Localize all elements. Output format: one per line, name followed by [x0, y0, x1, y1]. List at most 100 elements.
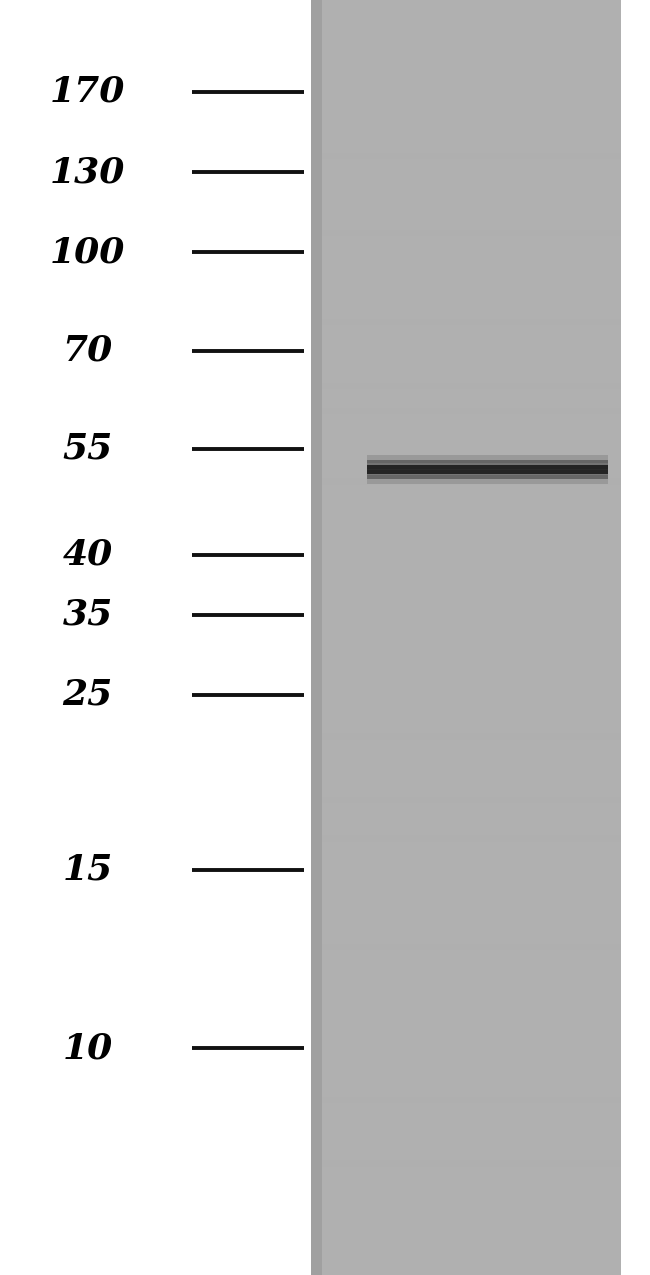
Bar — [311, 644, 621, 650]
Bar — [311, 752, 621, 759]
Bar — [311, 1237, 621, 1243]
Bar — [311, 937, 621, 944]
Bar — [311, 204, 621, 210]
Bar — [311, 669, 621, 676]
Bar — [311, 548, 621, 555]
Bar — [311, 427, 621, 434]
Bar — [311, 287, 621, 293]
Bar — [311, 351, 621, 357]
Bar — [311, 1065, 621, 1071]
Bar — [311, 784, 621, 790]
Bar — [311, 13, 621, 19]
Bar — [311, 306, 621, 312]
Bar — [311, 446, 621, 453]
Bar — [311, 778, 621, 784]
Bar — [311, 6, 621, 13]
Bar — [311, 198, 621, 204]
Bar — [311, 274, 621, 280]
Bar — [311, 529, 621, 536]
Bar — [311, 1243, 621, 1250]
Bar — [311, 408, 621, 414]
Bar — [311, 1007, 621, 1014]
Bar — [311, 1039, 621, 1046]
Bar — [311, 1167, 621, 1173]
Bar — [311, 1198, 621, 1205]
Bar — [311, 618, 621, 625]
Bar — [311, 848, 621, 854]
Bar — [311, 280, 621, 287]
Bar — [311, 140, 621, 147]
Bar — [311, 83, 621, 89]
Bar — [311, 1148, 621, 1154]
Bar — [311, 344, 621, 351]
Bar — [311, 166, 621, 172]
Bar — [311, 242, 621, 249]
Bar — [311, 918, 621, 924]
Bar — [311, 1077, 621, 1084]
Bar — [311, 115, 621, 121]
Bar — [311, 682, 621, 688]
Bar — [367, 470, 608, 478]
Bar — [311, 523, 621, 529]
Bar — [311, 1116, 621, 1122]
Bar — [311, 102, 621, 108]
Bar — [311, 676, 621, 682]
Bar — [311, 950, 621, 956]
Bar — [311, 1250, 621, 1256]
Bar — [311, 300, 621, 306]
Bar — [311, 803, 621, 810]
Bar — [367, 465, 608, 473]
Bar — [311, 312, 621, 319]
Bar — [311, 325, 621, 332]
Bar — [311, 765, 621, 771]
Bar — [311, 727, 621, 733]
Bar — [311, 1192, 621, 1198]
Text: 100: 100 — [50, 236, 125, 269]
Bar — [311, 574, 621, 580]
Bar — [367, 454, 608, 463]
Bar — [311, 121, 621, 128]
Bar — [311, 810, 621, 816]
Bar — [311, 1179, 621, 1186]
Text: 15: 15 — [62, 853, 113, 886]
Bar — [311, 1046, 621, 1052]
Bar — [311, 128, 621, 134]
Bar — [311, 357, 621, 363]
Bar — [311, 1052, 621, 1058]
Bar — [311, 1109, 621, 1116]
Bar — [311, 567, 621, 574]
Bar — [311, 905, 621, 912]
Bar — [311, 96, 621, 102]
Bar — [311, 434, 621, 440]
Bar — [311, 688, 621, 695]
Bar — [311, 861, 621, 867]
Bar — [367, 459, 608, 468]
Bar — [311, 586, 621, 593]
Bar — [311, 797, 621, 803]
Bar — [311, 975, 621, 982]
Bar — [311, 45, 621, 51]
Bar — [311, 172, 621, 178]
Bar — [311, 0, 322, 1275]
Bar — [311, 414, 621, 421]
Bar — [311, 733, 621, 740]
Bar — [311, 816, 621, 822]
Bar — [311, 1128, 621, 1135]
Bar — [311, 912, 621, 918]
Bar — [311, 944, 621, 950]
Bar — [311, 625, 621, 631]
Bar — [311, 370, 621, 376]
Bar — [311, 1058, 621, 1065]
Bar — [311, 191, 621, 198]
Bar — [311, 76, 621, 83]
Text: 70: 70 — [62, 334, 113, 367]
Bar — [311, 867, 621, 873]
Bar — [311, 701, 621, 708]
Bar — [311, 982, 621, 988]
Bar — [311, 759, 621, 765]
Bar — [311, 70, 621, 76]
Bar — [311, 612, 621, 618]
Bar — [311, 606, 621, 612]
Bar — [311, 1071, 621, 1077]
Bar — [311, 64, 621, 70]
